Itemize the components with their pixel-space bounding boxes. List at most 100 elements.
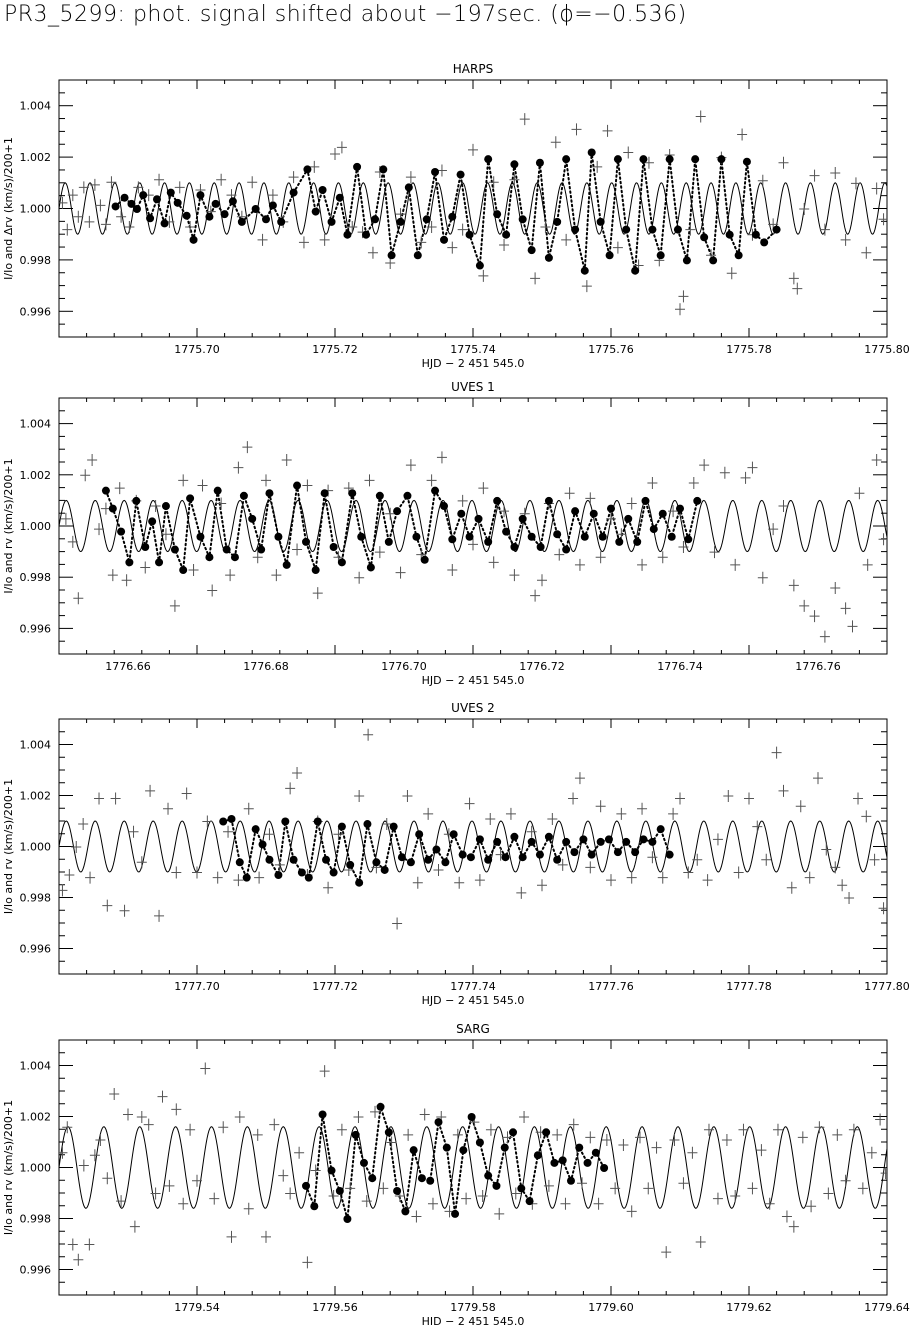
phot-plus-marker: [464, 797, 475, 810]
x-tick-label: 1776.76: [795, 660, 841, 673]
rv-point: [384, 537, 393, 546]
rv-point: [132, 205, 141, 214]
model-curve: [59, 499, 887, 553]
phot-plus-marker: [577, 1177, 588, 1190]
phot-plus-marker: [764, 1197, 775, 1210]
phot-plus-marker: [537, 574, 547, 587]
rv-point: [562, 155, 571, 164]
phot-plus-marker: [89, 178, 100, 191]
phot-plus-marker: [436, 451, 447, 464]
phot-plus-marker: [233, 461, 244, 474]
rv-point: [493, 210, 502, 219]
rv-point: [353, 162, 362, 171]
phot-plus-marker: [200, 1062, 211, 1075]
rv-point: [518, 514, 527, 523]
rv-dotted-line: [104, 485, 699, 571]
phot-plus-marker: [106, 176, 117, 189]
rv-point: [237, 217, 246, 226]
phot-plus-marker: [143, 1118, 154, 1131]
phot-plus-marker: [309, 160, 320, 173]
rv-point: [467, 1113, 476, 1122]
rv-point: [587, 148, 596, 157]
rv-point: [622, 225, 631, 234]
phot-plus-marker: [370, 1105, 381, 1118]
plot-frame: [58, 718, 888, 975]
phot-plus-marker: [712, 833, 723, 846]
phot-plus-marker: [87, 453, 98, 466]
rv-point: [366, 563, 375, 572]
phot-plus-marker: [530, 272, 541, 285]
phot-plus-marker: [288, 171, 299, 184]
phot-plus-marker: [806, 1200, 817, 1213]
phot-plus-marker: [353, 1111, 364, 1124]
phot-plus-marker: [564, 487, 575, 500]
phot-plus-marker: [756, 1144, 767, 1157]
phot-plus-marker: [333, 828, 344, 841]
rv-point: [132, 496, 141, 505]
y-tick-label: 1.002: [20, 469, 52, 482]
phot-plus-marker: [795, 800, 806, 813]
phot-plus-marker: [854, 487, 865, 500]
x-tick-label: 1776.72: [519, 660, 565, 673]
rv-point: [359, 1158, 368, 1167]
chart-panel-2: UVES 1 1776.66 1776.68 1776.70 1776.72 1776.7…: [2, 380, 888, 687]
chart-panel-4: SARG 1779.54 1779.56 1779.58 1779.60 1779.62 1…: [2, 1022, 910, 1325]
rv-point: [605, 251, 614, 260]
rv-point: [393, 1186, 402, 1195]
phot-plus-marker: [319, 1065, 330, 1078]
phot-plus-marker: [261, 1230, 271, 1243]
phot-plus-marker: [102, 1172, 113, 1185]
rv-point: [403, 491, 412, 500]
rv-point: [348, 489, 357, 498]
rv-point: [281, 817, 290, 826]
phot-plus-marker: [830, 861, 841, 874]
phot-plus-marker: [643, 156, 654, 169]
phot-plus-marker: [140, 561, 151, 574]
x-tick-label: 1779.60: [588, 1301, 634, 1314]
panel-title: UVES 2: [451, 701, 495, 715]
y-tick-label: 0.996: [20, 305, 52, 318]
rv-point: [717, 155, 726, 164]
phot-plus-marker: [84, 215, 95, 228]
y-axis-label: I/Io and Δrv (km/s)/200+1: [2, 137, 15, 280]
phot-plus-marker: [374, 546, 385, 559]
phot-plus-marker: [871, 182, 882, 195]
y-tick-label: 1.000: [20, 841, 52, 854]
x-tick-label: 1776.70: [381, 660, 427, 673]
phot-plus-marker: [602, 124, 613, 137]
phot-plus-marker: [695, 1235, 706, 1248]
rv-point: [228, 197, 237, 206]
phot-plus-marker: [585, 861, 596, 874]
rv-point: [265, 855, 274, 864]
rv-point: [389, 822, 398, 831]
rv-point: [265, 489, 274, 498]
phot-plus-marker: [461, 1192, 472, 1205]
phot-plus-marker: [419, 1108, 430, 1121]
phot-plus-marker: [637, 802, 648, 815]
phot-plus-marker: [786, 881, 797, 894]
phot-plus-marker: [62, 1121, 73, 1134]
phot-plus-marker: [757, 571, 768, 584]
phot-plus-marker: [814, 1121, 825, 1134]
phot-plus-marker: [847, 620, 858, 633]
x-tick-label: 1775.72: [312, 343, 358, 356]
rv-point: [211, 199, 220, 208]
phot-plus-marker: [178, 474, 189, 487]
phot-plus-marker: [747, 461, 758, 474]
rv-point: [235, 858, 244, 867]
rv-point: [213, 486, 222, 495]
phot-plus-marker: [67, 1238, 78, 1251]
phot-plus-marker: [59, 884, 68, 897]
rv-point: [173, 198, 182, 207]
y-tick-label: 1.004: [20, 418, 52, 431]
rv-point: [277, 217, 286, 226]
phot-plus-marker: [136, 856, 147, 869]
model-curve: [59, 820, 887, 873]
rv-point: [111, 202, 120, 211]
phot-plus-marker: [626, 1205, 637, 1218]
rv-point: [641, 496, 650, 505]
rv-point: [571, 507, 580, 516]
rv-point: [248, 514, 257, 523]
phot-plus-marker: [678, 540, 689, 553]
rv-point: [148, 517, 157, 526]
